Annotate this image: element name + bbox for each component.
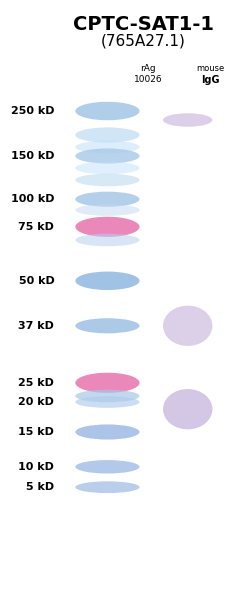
Ellipse shape bbox=[75, 396, 140, 408]
Text: 25 kD: 25 kD bbox=[19, 378, 54, 388]
Text: 15 kD: 15 kD bbox=[19, 427, 54, 437]
Ellipse shape bbox=[75, 460, 140, 473]
Text: 5 kD: 5 kD bbox=[26, 482, 54, 492]
Ellipse shape bbox=[75, 174, 140, 186]
Text: IgG: IgG bbox=[201, 75, 219, 85]
Ellipse shape bbox=[75, 161, 140, 174]
Ellipse shape bbox=[75, 272, 140, 290]
Ellipse shape bbox=[75, 148, 140, 164]
Ellipse shape bbox=[75, 217, 140, 237]
Text: 250 kD: 250 kD bbox=[11, 106, 54, 116]
Ellipse shape bbox=[75, 191, 140, 207]
Text: 10026: 10026 bbox=[134, 75, 163, 84]
Ellipse shape bbox=[75, 318, 140, 334]
Ellipse shape bbox=[75, 127, 140, 143]
Text: rAg: rAg bbox=[140, 64, 156, 73]
Text: CPTC-SAT1-1: CPTC-SAT1-1 bbox=[73, 15, 214, 34]
Text: 20 kD: 20 kD bbox=[19, 397, 54, 407]
Text: 50 kD: 50 kD bbox=[19, 276, 54, 286]
Text: 37 kD: 37 kD bbox=[19, 321, 54, 331]
Ellipse shape bbox=[75, 140, 140, 153]
Ellipse shape bbox=[75, 390, 140, 402]
Ellipse shape bbox=[75, 373, 140, 393]
Ellipse shape bbox=[163, 389, 212, 430]
Ellipse shape bbox=[75, 102, 140, 120]
Text: (765A27.1): (765A27.1) bbox=[101, 33, 186, 48]
Ellipse shape bbox=[75, 424, 140, 440]
Ellipse shape bbox=[75, 233, 140, 246]
Text: mouse: mouse bbox=[196, 64, 224, 73]
Ellipse shape bbox=[163, 113, 212, 127]
Text: 10 kD: 10 kD bbox=[19, 462, 54, 472]
Ellipse shape bbox=[163, 305, 212, 346]
Text: 100 kD: 100 kD bbox=[11, 194, 54, 204]
Ellipse shape bbox=[75, 481, 140, 493]
Text: 75 kD: 75 kD bbox=[19, 222, 54, 232]
Ellipse shape bbox=[75, 204, 140, 216]
Text: 150 kD: 150 kD bbox=[11, 151, 54, 161]
